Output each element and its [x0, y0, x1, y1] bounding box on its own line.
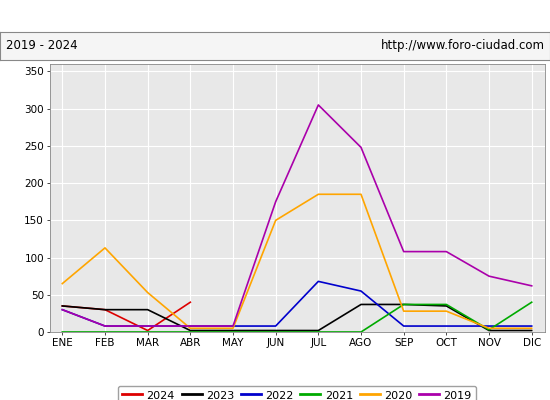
Legend: 2024, 2023, 2022, 2021, 2020, 2019: 2024, 2023, 2022, 2021, 2020, 2019 — [118, 386, 476, 400]
Text: 2019 - 2024: 2019 - 2024 — [6, 40, 77, 52]
Text: http://www.foro-ciudad.com: http://www.foro-ciudad.com — [381, 40, 544, 52]
Text: Evolucion Nº Turistas Extranjeros en el municipio de Seira: Evolucion Nº Turistas Extranjeros en el … — [74, 9, 476, 23]
